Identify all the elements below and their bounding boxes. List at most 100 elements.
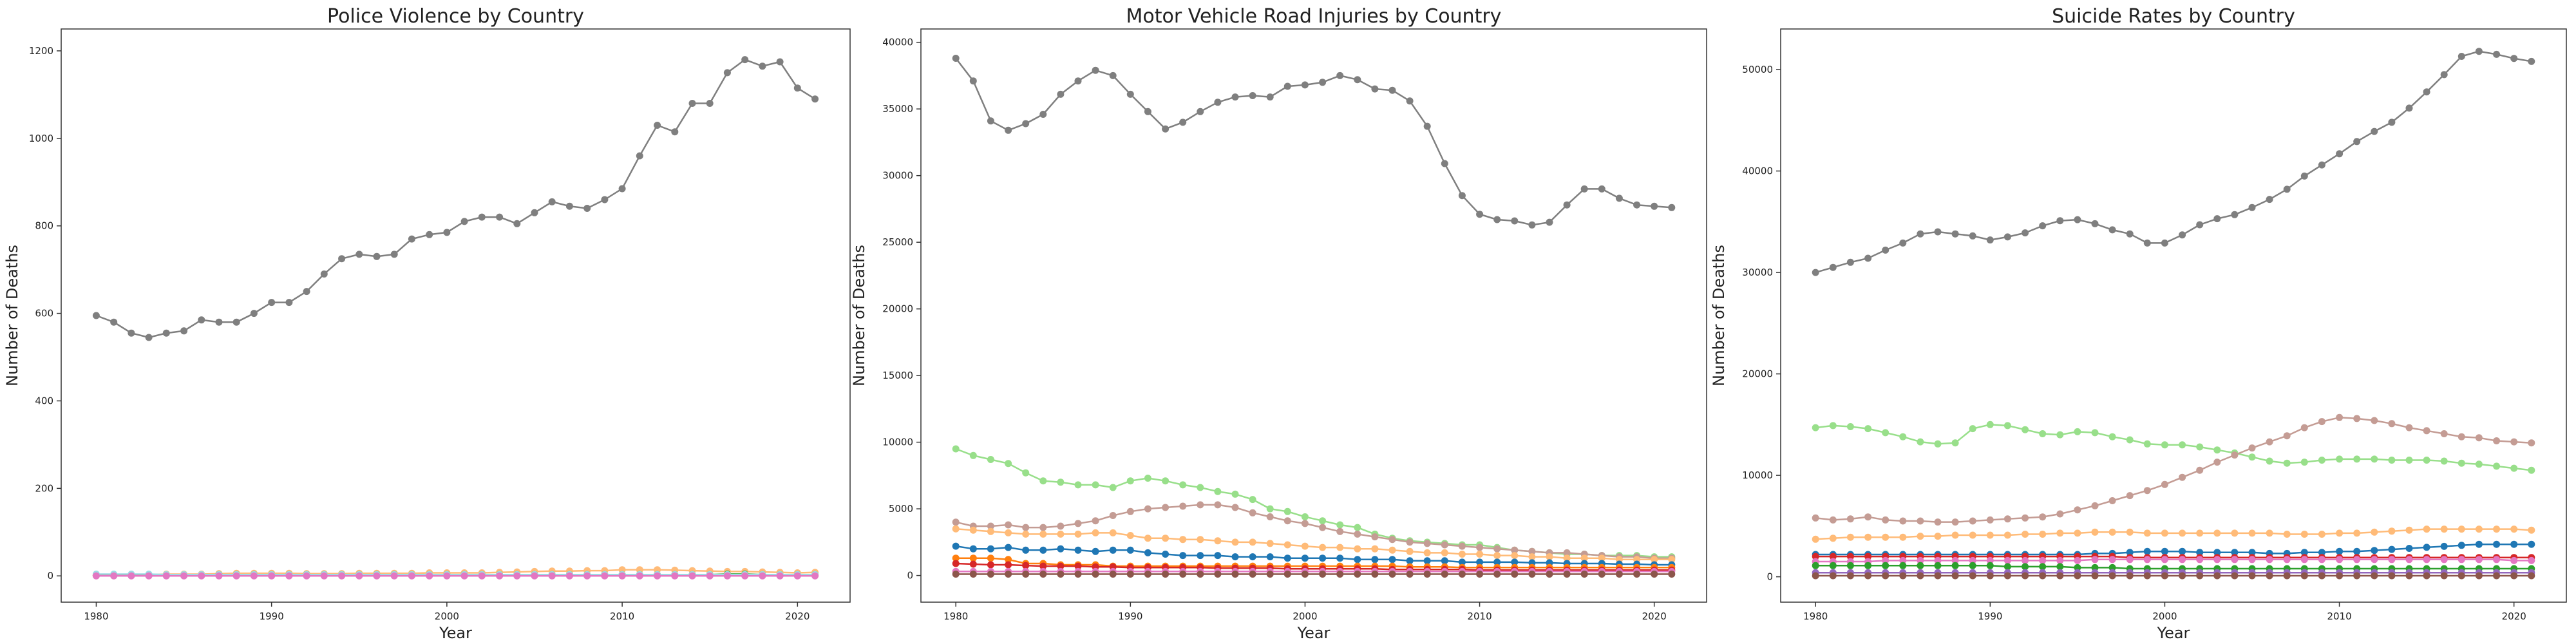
data-point: [1266, 540, 1274, 547]
data-point: [1005, 521, 1012, 529]
data-point: [688, 572, 696, 580]
series-line: [955, 57, 1672, 226]
y-tick-label: 5000: [889, 503, 913, 515]
data-point: [285, 299, 293, 307]
data-point: [1829, 422, 1837, 430]
data-point: [776, 572, 784, 580]
data-point: [2440, 71, 2448, 79]
data-point: [1899, 572, 1907, 580]
data-point: [1476, 211, 1484, 218]
data-point: [2003, 515, 2011, 523]
data-point: [706, 100, 714, 107]
data-point: [2074, 572, 2081, 580]
data-point: [2074, 556, 2081, 564]
data-point: [2196, 443, 2204, 451]
data-point: [2196, 529, 2204, 537]
data-point: [1580, 554, 1588, 562]
data-point: [2528, 439, 2535, 447]
data-point: [952, 55, 960, 62]
data-point: [373, 572, 381, 580]
data-point: [2318, 549, 2325, 556]
y-tick-label: 1200: [29, 45, 53, 57]
data-point: [2353, 572, 2361, 580]
data-point: [2423, 88, 2430, 96]
data-point: [1214, 552, 1222, 560]
data-point: [1092, 66, 1099, 74]
data-point: [531, 209, 538, 216]
data-point: [1829, 263, 1837, 271]
data-point: [618, 572, 626, 580]
data-point: [2056, 563, 2064, 571]
data-point: [1162, 551, 1170, 558]
data-point: [2056, 572, 2064, 580]
data-point: [2196, 572, 2204, 580]
data-point: [1423, 571, 1431, 578]
data-point: [1917, 517, 1924, 525]
data-point: [1283, 507, 1291, 515]
data-point: [1511, 217, 1519, 225]
data-point: [987, 527, 994, 535]
data-point: [2423, 427, 2430, 435]
data-point: [1406, 557, 1414, 565]
data-point: [1022, 530, 1030, 538]
data-point: [1144, 505, 1151, 513]
data-point: [1882, 562, 1889, 569]
data-point: [2371, 417, 2378, 424]
data-point: [2039, 531, 2047, 538]
data-point: [110, 318, 118, 326]
data-point: [1022, 571, 1030, 578]
data-point: [2493, 540, 2501, 548]
data-point: [1197, 108, 1204, 115]
data-point: [1126, 507, 1134, 515]
data-point: [320, 270, 328, 278]
series-2: [952, 445, 1676, 561]
y-tick-label: 1000: [29, 133, 53, 144]
x-tick-label: 1980: [84, 611, 108, 622]
data-point: [1493, 216, 1501, 223]
data-point: [2423, 544, 2430, 551]
data-point: [2510, 464, 2518, 472]
data-point: [1249, 92, 1256, 99]
data-point: [1179, 118, 1187, 126]
data-point: [1005, 561, 1012, 569]
data-point: [2091, 556, 2099, 564]
data-point: [2528, 572, 2535, 580]
data-point: [987, 554, 994, 562]
data-point: [1231, 490, 1239, 498]
data-point: [1197, 536, 1204, 544]
data-point: [1882, 572, 1889, 580]
data-point: [2039, 222, 2047, 230]
data-point: [1934, 440, 1942, 448]
data-point: [2039, 556, 2047, 564]
data-point: [2143, 572, 2151, 580]
data-point: [2056, 510, 2064, 518]
data-point: [2126, 436, 2134, 444]
data-point: [513, 572, 521, 580]
data-point: [215, 318, 223, 326]
data-point: [1951, 562, 1959, 569]
data-point: [1986, 421, 1994, 428]
data-point: [811, 95, 819, 103]
data-point: [2248, 204, 2256, 211]
data-point: [1812, 535, 1819, 543]
data-point: [2108, 497, 2116, 504]
data-point: [2371, 528, 2378, 536]
data-point: [1197, 501, 1204, 509]
data-point: [1476, 558, 1484, 566]
y-tick-label: 30000: [1742, 267, 1773, 278]
data-point: [2458, 556, 2465, 564]
data-point: [1092, 529, 1099, 536]
data-point: [1668, 204, 1676, 211]
data-point: [1388, 86, 1396, 94]
data-point: [1934, 518, 1942, 526]
data-point: [1283, 541, 1291, 549]
data-point: [1249, 496, 1256, 504]
y-tick-label: 0: [1766, 571, 1773, 583]
x-tick-label: 1980: [943, 611, 968, 622]
data-point: [1829, 572, 1837, 580]
data-point: [2143, 440, 2151, 448]
data-point: [636, 152, 643, 160]
data-point: [1493, 552, 1501, 560]
data-point: [2266, 457, 2273, 465]
